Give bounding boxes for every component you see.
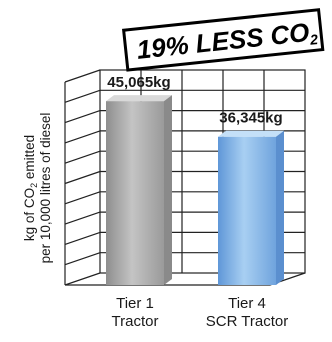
co2-reduction-badge: 19% LESS CO2 bbox=[122, 8, 325, 72]
category-label-line1: Tier 1 bbox=[116, 295, 154, 312]
bar-top-face bbox=[106, 95, 172, 102]
gridline-side bbox=[64, 191, 101, 205]
gridline-side bbox=[64, 150, 101, 164]
bar-1 bbox=[106, 95, 172, 285]
y-axis-label-line1: kg of CO2 emitted bbox=[22, 135, 39, 241]
bar-front-face bbox=[106, 101, 164, 285]
category-label-line2: SCR Tractor bbox=[206, 313, 289, 330]
bar-value-label: 45,065kg bbox=[107, 74, 170, 91]
bar-front-face bbox=[218, 136, 276, 285]
bar-top-face bbox=[218, 130, 284, 137]
bar-side-face bbox=[164, 95, 172, 285]
bar-side-face bbox=[276, 130, 284, 285]
gridline-side bbox=[64, 130, 101, 144]
gridline-side bbox=[64, 211, 101, 225]
gridline-side bbox=[64, 252, 101, 266]
badge-frame bbox=[122, 8, 325, 72]
bar-value-label: 36,345kg bbox=[219, 110, 282, 127]
gridline-side bbox=[64, 170, 101, 185]
bars-group: 45,065kg 36,345kg bbox=[106, 74, 284, 285]
y-axis-label-line2: per 10,000 litres of diesel bbox=[38, 113, 53, 264]
gridline-side bbox=[64, 89, 101, 103]
category-label-line1: Tier 4 bbox=[228, 295, 266, 312]
category-label-line2: Tractor bbox=[112, 313, 159, 330]
bar-2 bbox=[218, 130, 284, 285]
gridline-side bbox=[64, 110, 101, 124]
gridline-side bbox=[64, 231, 101, 245]
